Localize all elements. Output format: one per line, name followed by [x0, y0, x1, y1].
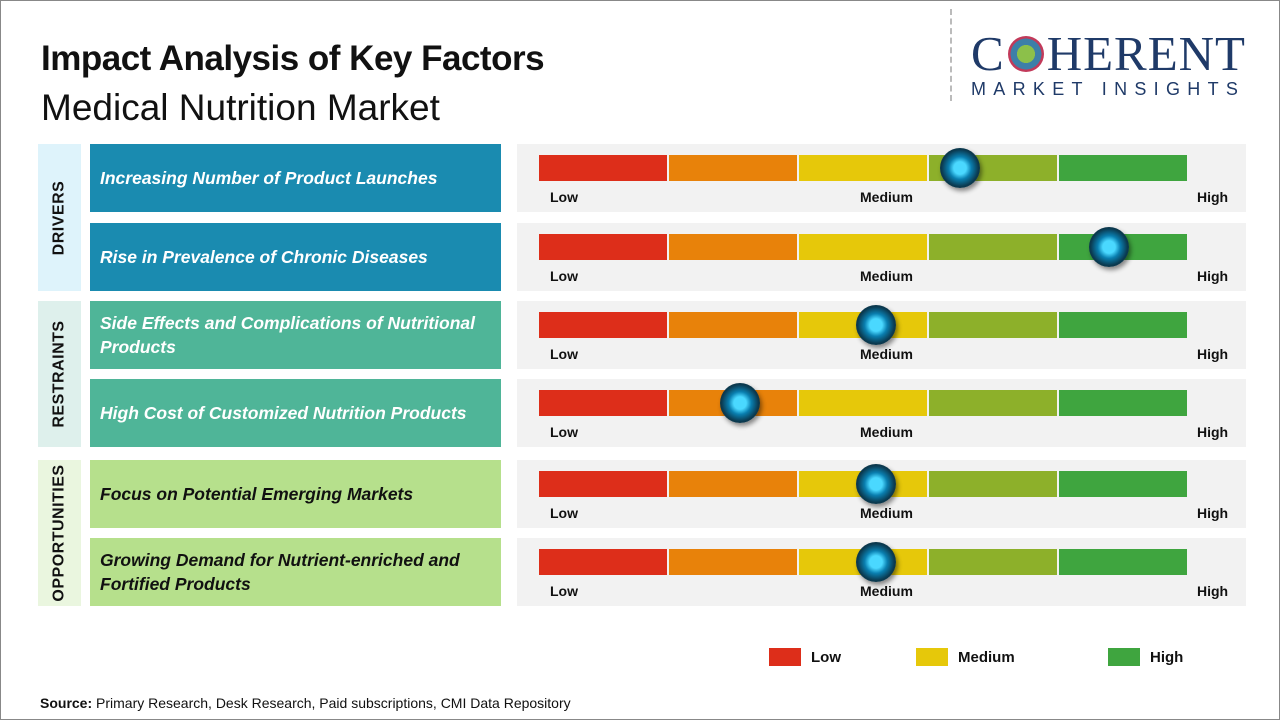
gauge-segment — [669, 471, 799, 497]
gauge-bar — [539, 234, 1187, 260]
factor-label: High Cost of Customized Nutrition Produc… — [90, 379, 501, 447]
category-drivers: DRIVERS — [38, 144, 81, 291]
factor-label: Growing Demand for Nutrient-enriched and… — [90, 538, 501, 606]
impact-gauge: Low Medium High — [517, 538, 1246, 606]
gauge-segment — [1059, 155, 1187, 181]
gauge-bar — [539, 390, 1187, 416]
logo-text-left: C — [971, 26, 1005, 81]
gauge-segment — [799, 390, 929, 416]
factor-label: Rise in Prevalence of Chronic Diseases — [90, 223, 501, 291]
gauge-segment — [929, 312, 1059, 338]
gauge-segment — [669, 234, 799, 260]
scale-label-high: High — [1197, 189, 1229, 205]
factor-label: Side Effects and Complications of Nutrit… — [90, 301, 501, 369]
scale-label-medium: Medium — [860, 583, 913, 599]
scale-label-high: High — [1197, 268, 1229, 284]
gauge-segment — [539, 234, 669, 260]
page-subtitle: Medical Nutrition Market — [41, 87, 440, 128]
gauge-segment — [799, 234, 929, 260]
gauge-segment — [929, 549, 1059, 575]
impact-gauge: Low Medium High — [517, 301, 1246, 369]
impact-marker-icon — [855, 542, 896, 582]
scale-label-low: Low — [550, 346, 578, 362]
impact-gauge: Low Medium High — [517, 223, 1246, 291]
legend-label: Low — [811, 648, 841, 666]
category-label: DRIVERS — [50, 180, 68, 255]
category-label: RESTRAINTS — [50, 320, 68, 428]
impact-marker-icon — [855, 305, 896, 345]
gauge-segment — [1059, 390, 1187, 416]
logo-text-right: HERENT — [1046, 26, 1246, 81]
legend-low: Low — [769, 648, 841, 666]
gauge-segment — [669, 549, 799, 575]
logo-subtitle: MARKET INSIGHTS — [971, 79, 1246, 99]
legend-swatch-high — [1108, 648, 1140, 666]
legend-label: Medium — [958, 648, 1015, 666]
scale-label-medium: Medium — [860, 505, 913, 521]
page-title: Impact Analysis of Key Factors — [41, 39, 545, 78]
gauge-bar — [539, 155, 1187, 181]
legend-high: High — [1108, 648, 1183, 666]
scale-label-low: Low — [550, 268, 578, 284]
scale-label-low: Low — [550, 189, 578, 205]
scale-label-medium: Medium — [860, 268, 913, 284]
factor-label: Focus on Potential Emerging Markets — [90, 460, 501, 528]
gauge-segment — [539, 471, 669, 497]
source-note: Source: Primary Research, Desk Research,… — [40, 695, 571, 711]
scale-label-high: High — [1197, 424, 1229, 440]
scale-label-high: High — [1197, 505, 1229, 521]
gauge-bar — [539, 549, 1187, 575]
source-text: Primary Research, Desk Research, Paid su… — [92, 695, 571, 711]
gauge-segment — [539, 549, 669, 575]
scale-label-low: Low — [550, 424, 578, 440]
gauge-segment — [1059, 549, 1187, 575]
impact-gauge: Low Medium High — [517, 379, 1246, 447]
gauge-segment — [669, 312, 799, 338]
scale-label-medium: Medium — [860, 189, 913, 205]
impact-marker-icon — [1089, 227, 1130, 267]
gauge-segment — [1059, 312, 1187, 338]
scale-label-low: Low — [550, 583, 578, 599]
legend-swatch-low — [769, 648, 801, 666]
scale-label-high: High — [1197, 583, 1229, 599]
legend-medium: Medium — [916, 648, 1015, 666]
impact-marker-icon — [940, 148, 981, 188]
gauge-bar — [539, 312, 1187, 338]
legend-swatch-medium — [916, 648, 948, 666]
impact-marker-icon — [855, 464, 896, 504]
globe-icon — [1007, 36, 1044, 72]
source-label: Source: — [40, 695, 93, 711]
impact-marker-icon — [719, 383, 760, 423]
gauge-segment — [929, 471, 1059, 497]
gauge-segment — [669, 155, 799, 181]
gauge-segment — [1059, 471, 1187, 497]
impact-gauge: Low Medium High — [517, 144, 1246, 212]
impact-gauge: Low Medium High — [517, 460, 1246, 528]
gauge-segment — [539, 312, 669, 338]
factor-label: Increasing Number of Product Launches — [90, 144, 501, 212]
gauge-segment — [929, 390, 1059, 416]
gauge-segment — [539, 155, 669, 181]
divider — [950, 9, 952, 101]
scale-label-low: Low — [550, 505, 578, 521]
gauge-segment — [929, 234, 1059, 260]
category-label: OPPORTUNITIES — [50, 464, 68, 602]
coherent-logo: C HERENT MARKET INSIGHTS — [971, 26, 1261, 100]
scale-label-medium: Medium — [860, 346, 913, 362]
scale-label-medium: Medium — [860, 424, 913, 440]
legend-label: High — [1150, 648, 1184, 666]
category-restraints: RESTRAINTS — [38, 301, 81, 447]
gauge-segment — [539, 390, 669, 416]
scale-label-high: High — [1197, 346, 1229, 362]
gauge-segment — [799, 155, 929, 181]
category-opportunities: OPPORTUNITIES — [38, 460, 81, 606]
